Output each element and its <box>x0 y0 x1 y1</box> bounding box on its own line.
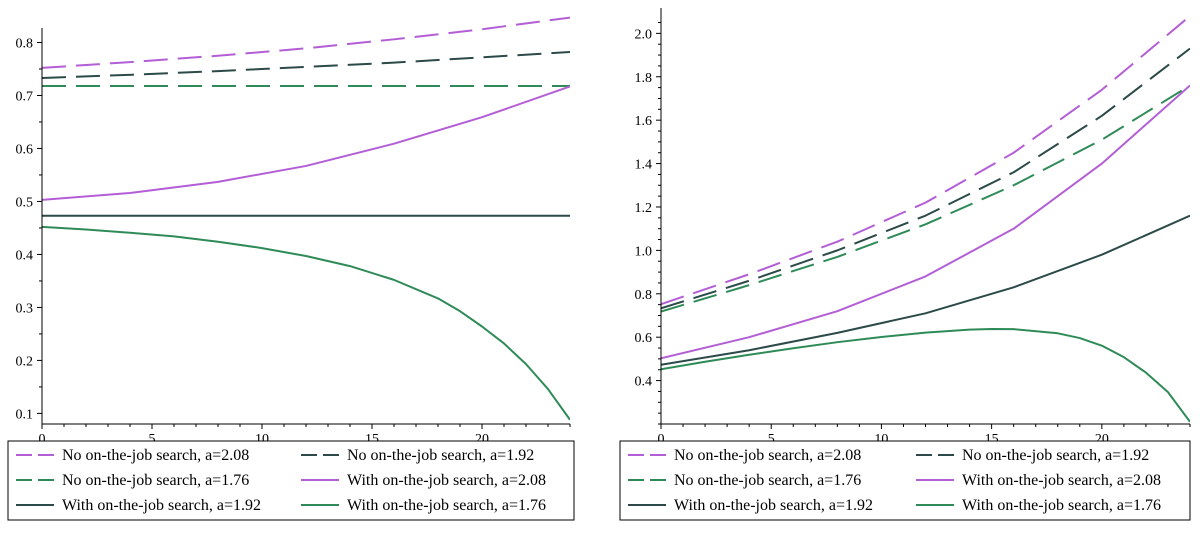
series-line-1 <box>661 15 1190 306</box>
legend-label: With on-the-job search, a=2.08 <box>962 472 1161 489</box>
x-tick-label: 0 <box>39 432 46 447</box>
series-group <box>661 15 1190 423</box>
series-line-3 <box>661 84 1190 313</box>
y-tick-label: 1.2 <box>635 201 653 216</box>
y-tick-label: 2.0 <box>635 27 653 42</box>
legend-label: With on-the-job search, a=1.76 <box>347 497 546 514</box>
legend-label: No on-the-job search, a=1.76 <box>674 472 861 489</box>
chart-panel-2: 051015200.40.60.81.01.21.41.61.82.0TimeN… <box>619 8 1191 521</box>
legend-label: With on-the-job search, a=1.76 <box>962 497 1161 514</box>
y-tick-label: 0.2 <box>16 354 34 369</box>
series-line-2 <box>42 51 570 79</box>
y-tick-label: 0.6 <box>16 142 34 157</box>
y-tick-label: 0.1 <box>16 407 34 422</box>
legend-label: With on-the-job search, a=1.92 <box>674 497 873 514</box>
y-tick-label: 1.6 <box>635 114 653 129</box>
y-tick-label: 0.3 <box>16 301 34 316</box>
legend-label: No on-the-job search, a=2.08 <box>62 447 249 464</box>
legend-box <box>619 440 1191 521</box>
y-tick-label: 0.5 <box>16 195 34 210</box>
y-tick-label: 0.4 <box>635 375 653 390</box>
legend-label: No on-the-job search, a=1.92 <box>347 447 534 464</box>
series-line-2 <box>661 47 1190 310</box>
series-line-4 <box>661 84 1190 360</box>
legend-label: With on-the-job search, a=1.92 <box>62 497 261 514</box>
series-line-5 <box>661 214 1190 366</box>
y-tick-label: 0.8 <box>16 36 34 51</box>
x-tick-label: 5 <box>149 432 156 447</box>
legend-box <box>7 440 575 521</box>
y-tick-label: 0.4 <box>16 248 34 263</box>
legend-label: No on-the-job search, a=2.08 <box>674 447 861 464</box>
y-tick-label: 0.6 <box>635 331 653 346</box>
y-tick-label: 1.4 <box>635 158 653 173</box>
series-line-6 <box>42 225 570 421</box>
series-group <box>42 16 570 421</box>
y-tick-label: 1.0 <box>635 244 653 259</box>
legend-label: No on-the-job search, a=1.76 <box>62 472 249 489</box>
legend-label: No on-the-job search, a=1.92 <box>962 447 1149 464</box>
series-line-4 <box>42 85 570 201</box>
y-tick-label: 1.8 <box>635 71 653 86</box>
series-line-1 <box>42 16 570 69</box>
legend-label: With on-the-job search, a=2.08 <box>347 472 546 489</box>
series-line-6 <box>661 327 1190 423</box>
y-tick-label: 0.7 <box>16 89 34 104</box>
x-tick-label: 5 <box>768 432 775 447</box>
y-tick-label: 0.8 <box>635 288 653 303</box>
x-tick-label: 0 <box>658 432 665 447</box>
